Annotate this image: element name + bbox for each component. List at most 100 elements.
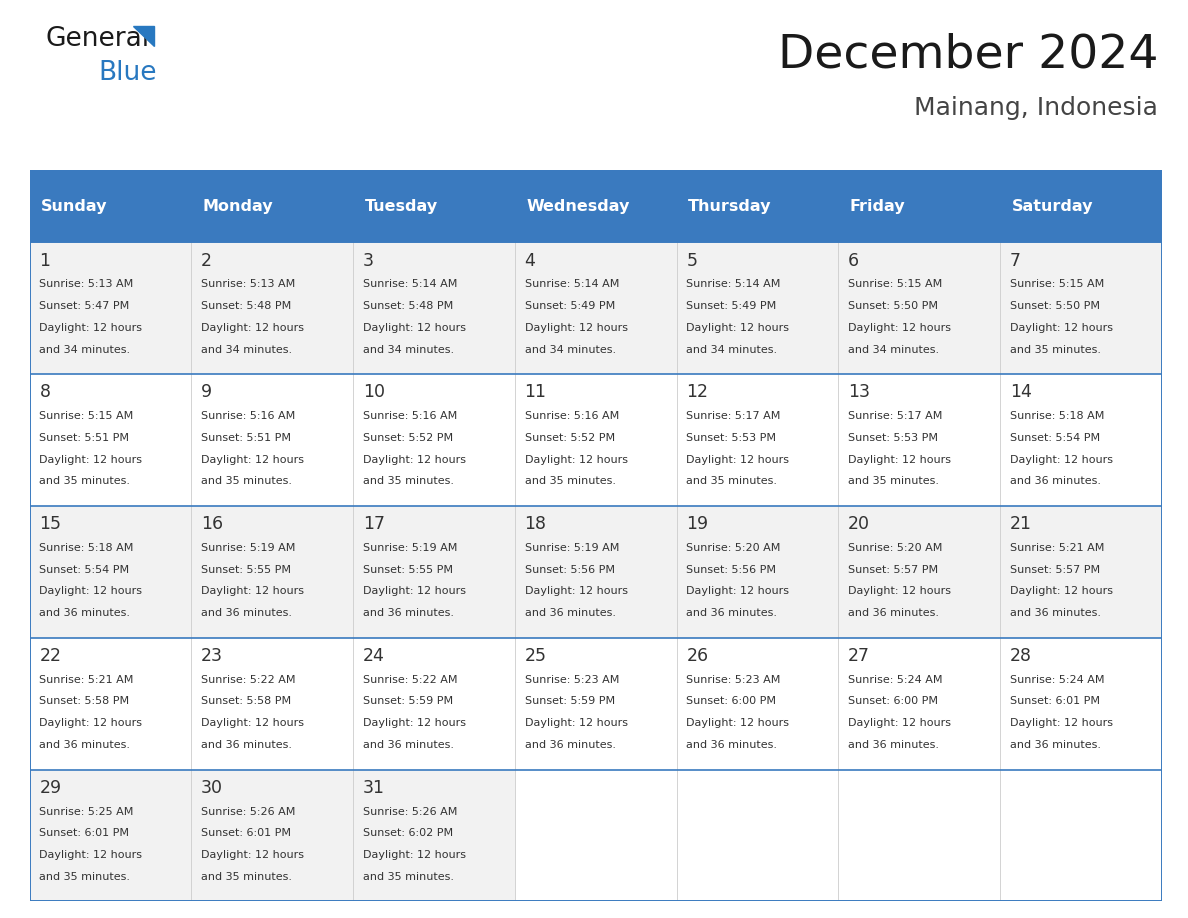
Text: Daylight: 12 hours: Daylight: 12 hours — [1010, 323, 1113, 332]
Text: 29: 29 — [39, 778, 62, 797]
Text: Daylight: 12 hours: Daylight: 12 hours — [201, 587, 304, 597]
Text: and 36 minutes.: and 36 minutes. — [848, 740, 939, 750]
Text: Sunset: 5:52 PM: Sunset: 5:52 PM — [525, 432, 614, 442]
Text: Thursday: Thursday — [688, 198, 771, 214]
Text: and 36 minutes.: and 36 minutes. — [1010, 608, 1101, 618]
Text: General: General — [45, 26, 150, 51]
Text: Daylight: 12 hours: Daylight: 12 hours — [39, 323, 143, 332]
Text: 15: 15 — [39, 515, 62, 533]
Bar — [30, 242, 191, 375]
Bar — [677, 638, 839, 769]
Text: Sunrise: 5:26 AM: Sunrise: 5:26 AM — [201, 807, 296, 816]
Text: 24: 24 — [362, 647, 385, 665]
Text: Daylight: 12 hours: Daylight: 12 hours — [362, 850, 466, 860]
Text: Sunrise: 5:19 AM: Sunrise: 5:19 AM — [525, 543, 619, 553]
Bar — [353, 375, 514, 506]
Text: Sunset: 6:00 PM: Sunset: 6:00 PM — [687, 697, 776, 707]
Bar — [677, 170, 839, 242]
Text: Sunrise: 5:23 AM: Sunrise: 5:23 AM — [687, 675, 781, 685]
Text: Sunrise: 5:21 AM: Sunrise: 5:21 AM — [1010, 543, 1104, 553]
Bar — [514, 638, 677, 769]
Text: December 2024: December 2024 — [778, 32, 1158, 77]
Text: Sunrise: 5:16 AM: Sunrise: 5:16 AM — [525, 411, 619, 421]
Text: Daylight: 12 hours: Daylight: 12 hours — [39, 850, 143, 860]
Text: Daylight: 12 hours: Daylight: 12 hours — [201, 454, 304, 465]
Text: and 36 minutes.: and 36 minutes. — [39, 740, 131, 750]
Text: and 34 minutes.: and 34 minutes. — [362, 344, 454, 354]
Text: Saturday: Saturday — [1011, 198, 1093, 214]
Text: Sunset: 5:55 PM: Sunset: 5:55 PM — [362, 565, 453, 575]
Text: Daylight: 12 hours: Daylight: 12 hours — [39, 718, 143, 728]
Text: Daylight: 12 hours: Daylight: 12 hours — [525, 587, 627, 597]
Text: Sunrise: 5:26 AM: Sunrise: 5:26 AM — [362, 807, 457, 816]
Text: 8: 8 — [39, 384, 50, 401]
Text: Sunset: 5:59 PM: Sunset: 5:59 PM — [525, 697, 614, 707]
Bar — [191, 506, 353, 638]
Text: and 36 minutes.: and 36 minutes. — [848, 608, 939, 618]
Text: and 36 minutes.: and 36 minutes. — [1010, 476, 1101, 487]
Bar — [1000, 375, 1162, 506]
Text: Sunrise: 5:16 AM: Sunrise: 5:16 AM — [362, 411, 457, 421]
Bar — [191, 375, 353, 506]
Text: Daylight: 12 hours: Daylight: 12 hours — [362, 718, 466, 728]
Text: Sunrise: 5:18 AM: Sunrise: 5:18 AM — [39, 543, 134, 553]
Text: Sunset: 5:53 PM: Sunset: 5:53 PM — [848, 432, 939, 442]
Text: and 36 minutes.: and 36 minutes. — [201, 740, 292, 750]
Text: Sunrise: 5:18 AM: Sunrise: 5:18 AM — [1010, 411, 1104, 421]
Text: Daylight: 12 hours: Daylight: 12 hours — [848, 454, 952, 465]
Text: Daylight: 12 hours: Daylight: 12 hours — [201, 323, 304, 332]
Text: Sunset: 5:54 PM: Sunset: 5:54 PM — [1010, 432, 1100, 442]
Text: Sunset: 5:55 PM: Sunset: 5:55 PM — [201, 565, 291, 575]
Text: 26: 26 — [687, 647, 708, 665]
Bar — [1000, 506, 1162, 638]
Text: and 35 minutes.: and 35 minutes. — [848, 476, 939, 487]
Text: 20: 20 — [848, 515, 870, 533]
Text: Daylight: 12 hours: Daylight: 12 hours — [525, 718, 627, 728]
Bar — [514, 375, 677, 506]
Text: 14: 14 — [1010, 384, 1031, 401]
Text: Daylight: 12 hours: Daylight: 12 hours — [687, 587, 789, 597]
Text: Sunrise: 5:17 AM: Sunrise: 5:17 AM — [848, 411, 942, 421]
Text: Sunset: 5:56 PM: Sunset: 5:56 PM — [525, 565, 614, 575]
Bar — [191, 638, 353, 769]
Text: Sunset: 5:50 PM: Sunset: 5:50 PM — [1010, 301, 1100, 311]
Text: and 34 minutes.: and 34 minutes. — [39, 344, 131, 354]
Text: 27: 27 — [848, 647, 870, 665]
Text: Daylight: 12 hours: Daylight: 12 hours — [848, 323, 952, 332]
Text: Sunset: 6:01 PM: Sunset: 6:01 PM — [1010, 697, 1100, 707]
Text: Daylight: 12 hours: Daylight: 12 hours — [362, 454, 466, 465]
Text: Daylight: 12 hours: Daylight: 12 hours — [362, 587, 466, 597]
Text: Sunrise: 5:22 AM: Sunrise: 5:22 AM — [362, 675, 457, 685]
Text: Sunset: 5:59 PM: Sunset: 5:59 PM — [362, 697, 453, 707]
Text: Sunset: 5:51 PM: Sunset: 5:51 PM — [39, 432, 129, 442]
Text: Sunrise: 5:25 AM: Sunrise: 5:25 AM — [39, 807, 134, 816]
Bar — [514, 242, 677, 375]
Bar — [353, 769, 514, 901]
Text: and 34 minutes.: and 34 minutes. — [687, 344, 777, 354]
Bar — [839, 170, 1000, 242]
Text: Friday: Friday — [849, 198, 905, 214]
Text: Daylight: 12 hours: Daylight: 12 hours — [39, 454, 143, 465]
Text: Sunrise: 5:14 AM: Sunrise: 5:14 AM — [687, 279, 781, 289]
Text: Daylight: 12 hours: Daylight: 12 hours — [1010, 587, 1113, 597]
Text: Sunset: 6:00 PM: Sunset: 6:00 PM — [848, 697, 939, 707]
Text: 16: 16 — [201, 515, 223, 533]
Text: and 35 minutes.: and 35 minutes. — [39, 872, 131, 882]
Text: Sunset: 5:48 PM: Sunset: 5:48 PM — [201, 301, 291, 311]
Bar — [839, 506, 1000, 638]
Text: Sunset: 5:49 PM: Sunset: 5:49 PM — [525, 301, 615, 311]
Text: and 35 minutes.: and 35 minutes. — [362, 476, 454, 487]
Text: 17: 17 — [362, 515, 385, 533]
Text: Tuesday: Tuesday — [365, 198, 437, 214]
Text: and 36 minutes.: and 36 minutes. — [687, 740, 777, 750]
Text: Sunset: 5:57 PM: Sunset: 5:57 PM — [1010, 565, 1100, 575]
Bar — [191, 242, 353, 375]
Text: and 35 minutes.: and 35 minutes. — [39, 476, 131, 487]
Text: 28: 28 — [1010, 647, 1032, 665]
Text: Daylight: 12 hours: Daylight: 12 hours — [525, 454, 627, 465]
Text: Blue: Blue — [99, 60, 157, 85]
Text: Sunset: 5:56 PM: Sunset: 5:56 PM — [687, 565, 776, 575]
Bar — [30, 170, 191, 242]
Text: Daylight: 12 hours: Daylight: 12 hours — [201, 718, 304, 728]
Text: 13: 13 — [848, 384, 870, 401]
